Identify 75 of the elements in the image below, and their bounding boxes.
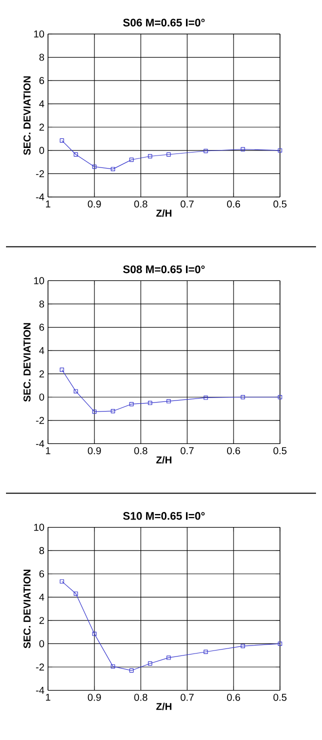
- x-tick-label: 0.9: [88, 694, 101, 701]
- chart-title: S08 M=0.65 I=0°: [123, 265, 205, 274]
- y-tick-label: 0: [39, 640, 44, 648]
- y-axis-title: SEC. DEVIATION: [24, 323, 31, 402]
- y-tick-label: 4: [39, 100, 44, 108]
- point: [204, 148, 208, 154]
- x-tick-label: 0.7: [180, 447, 194, 454]
- point: [148, 400, 152, 406]
- point: [74, 592, 78, 596]
- point: [204, 650, 208, 654]
- point: [148, 154, 152, 158]
- point: [92, 164, 96, 169]
- point: [110, 408, 116, 414]
- y-tick-label: -2: [36, 664, 44, 670]
- x-tick-label: 1: [46, 447, 50, 454]
- point: [110, 166, 116, 172]
- y-tick-label: 6: [39, 324, 44, 331]
- y-tick-label: -4: [36, 194, 44, 200]
- y-tick-label: 0: [39, 394, 44, 401]
- x-axis-title: Z/H: [156, 456, 172, 464]
- chart-title: S10 M=0.65 I=0°: [123, 512, 205, 520]
- point: [166, 399, 171, 404]
- point: [129, 158, 134, 162]
- y-tick-label: 2: [39, 124, 44, 131]
- x-tick-label: 0.6: [227, 694, 240, 701]
- y-axis-title: SEC. DEVIATION: [24, 76, 31, 155]
- x-axis-title: Z/H: [156, 209, 172, 217]
- y-tick-label: 10: [34, 30, 44, 38]
- x-tick-label: 0.6: [227, 447, 240, 454]
- point: [240, 395, 245, 400]
- y-tick-label: -4: [36, 686, 44, 694]
- x-tick-label: 0.6: [227, 200, 240, 208]
- x-tick-label: 1: [46, 200, 50, 208]
- chart-title: S06 M=0.65 I=0°: [123, 18, 205, 26]
- y-tick-label: 2: [39, 370, 44, 378]
- point: [204, 396, 208, 400]
- y-tick-label: 10: [34, 277, 44, 284]
- x-tick-label: 0.5: [273, 694, 287, 701]
- x-tick-label: 1: [46, 694, 50, 701]
- y-tick-label: -4: [36, 440, 44, 448]
- y-tick-label: 8: [39, 300, 44, 308]
- point: [129, 402, 134, 406]
- x-tick-label: 0.9: [88, 200, 101, 208]
- x-tick-label: 0.7: [180, 200, 194, 208]
- point: [240, 147, 245, 152]
- x-axis-title: Z/H: [156, 702, 172, 710]
- point: [74, 152, 78, 157]
- y-axis-title: SEC. DEVIATION: [24, 570, 31, 648]
- point: [110, 664, 116, 669]
- point: [92, 410, 96, 414]
- y-tick-label: 8: [39, 54, 44, 61]
- x-tick-label: 0.9: [88, 447, 101, 454]
- x-tick-label: 0.7: [180, 694, 194, 701]
- x-tick-label: 0.8: [134, 447, 148, 454]
- y-tick-label: 4: [39, 594, 44, 601]
- point: [129, 668, 134, 673]
- y-tick-label: 4: [39, 347, 44, 354]
- y-tick-label: 6: [39, 77, 44, 84]
- y-tick-label: 6: [39, 570, 44, 578]
- y-tick-label: 8: [39, 547, 44, 554]
- point: [92, 632, 96, 636]
- y-tick-label: 10: [34, 524, 44, 531]
- point: [166, 656, 171, 660]
- x-tick-label: 0.8: [134, 694, 148, 701]
- y-tick-label: 0: [39, 146, 44, 154]
- y-tick-label: 2: [39, 616, 44, 624]
- x-tick-label: 0.5: [273, 200, 287, 208]
- point: [148, 661, 152, 666]
- y-tick-label: -2: [36, 170, 44, 178]
- point: [240, 644, 245, 648]
- x-tick-label: 0.5: [273, 447, 287, 454]
- x-tick-label: 0.8: [134, 200, 148, 208]
- point: [166, 152, 171, 157]
- y-tick-label: -2: [36, 416, 44, 424]
- point: [74, 389, 78, 394]
